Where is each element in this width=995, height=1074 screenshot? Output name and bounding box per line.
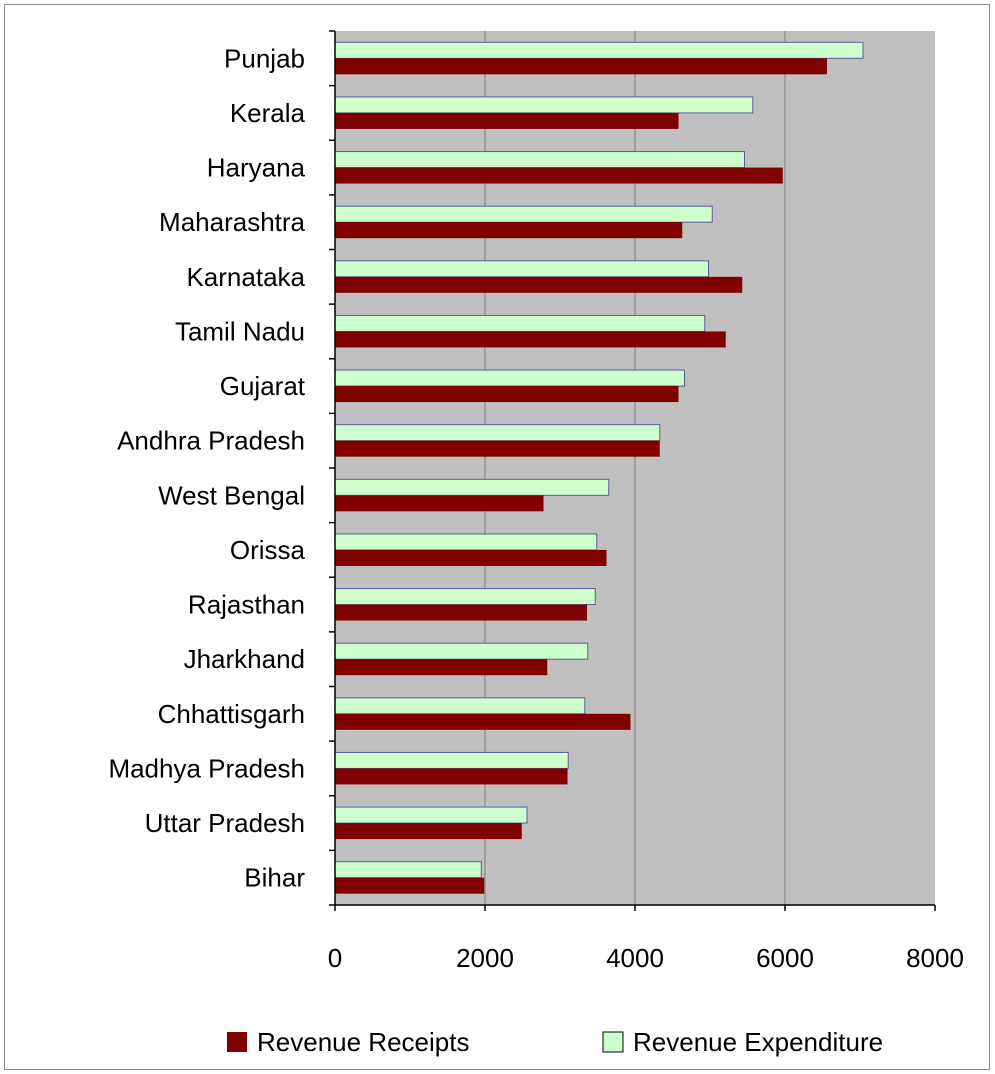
- category-label-jharkhand: Jharkhand: [184, 644, 305, 674]
- category-label-bihar: Bihar: [244, 863, 305, 893]
- bar-revenue-expenditure-orissa: [334, 533, 598, 551]
- category-label-uttar-pradesh: Uttar Pradesh: [145, 808, 305, 838]
- category-label-orissa: Orissa: [230, 535, 306, 565]
- category-label-karnataka: Karnataka: [186, 262, 305, 292]
- axes: [329, 30, 936, 911]
- category-label-chhattisgarh: Chhattisgarh: [158, 699, 305, 729]
- legend-label-revenue-expenditure: Revenue Expenditure: [633, 1027, 883, 1057]
- bar-revenue-receipts-kerala: [335, 112, 679, 129]
- bar-revenue-expenditure-rajasthan: [334, 588, 596, 606]
- bar-revenue-expenditure-uttar-pradesh: [334, 806, 528, 824]
- bar-revenue-receipts-maharashtra: [335, 222, 683, 239]
- bar-revenue-expenditure-jharkhand: [334, 642, 589, 660]
- bar-revenue-expenditure-punjab: [334, 41, 864, 59]
- bars: [334, 41, 864, 894]
- legend-swatch-revenue-expenditure: [602, 1031, 624, 1053]
- bar-revenue-receipts-rajasthan: [335, 604, 587, 621]
- bar-revenue-receipts-west-bengal: [335, 495, 544, 512]
- bar-revenue-expenditure-kerala: [334, 96, 754, 114]
- bar-revenue-receipts-jharkhand: [335, 659, 548, 676]
- category-label-maharashtra: Maharashtra: [159, 207, 305, 237]
- category-label-rajasthan: Rajasthan: [188, 590, 305, 620]
- bar-revenue-expenditure-haryana: [334, 151, 745, 169]
- category-label-andhra-pradesh: Andhra Pradesh: [117, 426, 305, 456]
- x-tick-label: 4000: [606, 943, 664, 973]
- bar-revenue-expenditure-karnataka: [334, 260, 709, 278]
- legend-label-revenue-receipts: Revenue Receipts: [257, 1027, 469, 1057]
- category-label-tamil-nadu: Tamil Nadu: [175, 316, 305, 346]
- bar-revenue-receipts-punjab: [335, 58, 827, 75]
- category-label-haryana: Haryana: [207, 153, 306, 183]
- legend-swatch-revenue-receipts: [227, 1032, 247, 1052]
- bar-revenue-receipts-bihar: [335, 877, 485, 894]
- bar-revenue-receipts-madhya-pradesh: [335, 768, 568, 785]
- x-tick-label: 8000: [906, 943, 964, 973]
- bar-revenue-expenditure-madhya-pradesh: [334, 751, 569, 769]
- bar-revenue-expenditure-west-bengal: [334, 478, 610, 496]
- category-label-kerala: Kerala: [230, 98, 306, 128]
- bar-revenue-receipts-orissa: [335, 549, 607, 566]
- bar-revenue-receipts-tamil-nadu: [335, 331, 726, 348]
- category-labels: Punjab Kerala Haryana Maharashtra Karnataka T…: [108, 43, 305, 892]
- chart-frame: Punjab Kerala Haryana Maharashtra Karnataka T…: [4, 4, 990, 1070]
- bar-revenue-receipts-haryana: [335, 167, 783, 184]
- category-label-madhya-pradesh: Madhya Pradesh: [108, 753, 305, 783]
- bar-revenue-receipts-andhra-pradesh: [335, 440, 660, 457]
- tick-labels: 0 2000 4000 6000 8000: [328, 943, 964, 973]
- bar-revenue-expenditure-tamil-nadu: [334, 314, 706, 332]
- bar-revenue-expenditure-maharashtra: [334, 205, 713, 223]
- bar-revenue-expenditure-chhattisgarh: [334, 697, 586, 715]
- x-tick-label: 6000: [756, 943, 814, 973]
- bar-revenue-receipts-chhattisgarh: [335, 713, 631, 730]
- legend: Revenue Receipts Revenue Expenditure: [227, 1027, 883, 1057]
- bar-revenue-expenditure-gujarat: [334, 369, 685, 387]
- bar-chart: Punjab Kerala Haryana Maharashtra Karnataka T…: [108, 30, 964, 1057]
- bar-revenue-expenditure-andhra-pradesh: [334, 424, 661, 442]
- bar-revenue-expenditure-bihar: [334, 861, 482, 879]
- category-label-west-bengal: West Bengal: [158, 480, 305, 510]
- category-label-punjab: Punjab: [224, 43, 305, 73]
- category-label-gujarat: Gujarat: [220, 371, 306, 401]
- bar-revenue-receipts-uttar-pradesh: [335, 823, 522, 840]
- bar-revenue-receipts-karnataka: [335, 276, 743, 293]
- x-tick-label: 2000: [456, 943, 514, 973]
- bar-revenue-receipts-gujarat: [335, 386, 679, 403]
- x-tick-label: 0: [328, 943, 342, 973]
